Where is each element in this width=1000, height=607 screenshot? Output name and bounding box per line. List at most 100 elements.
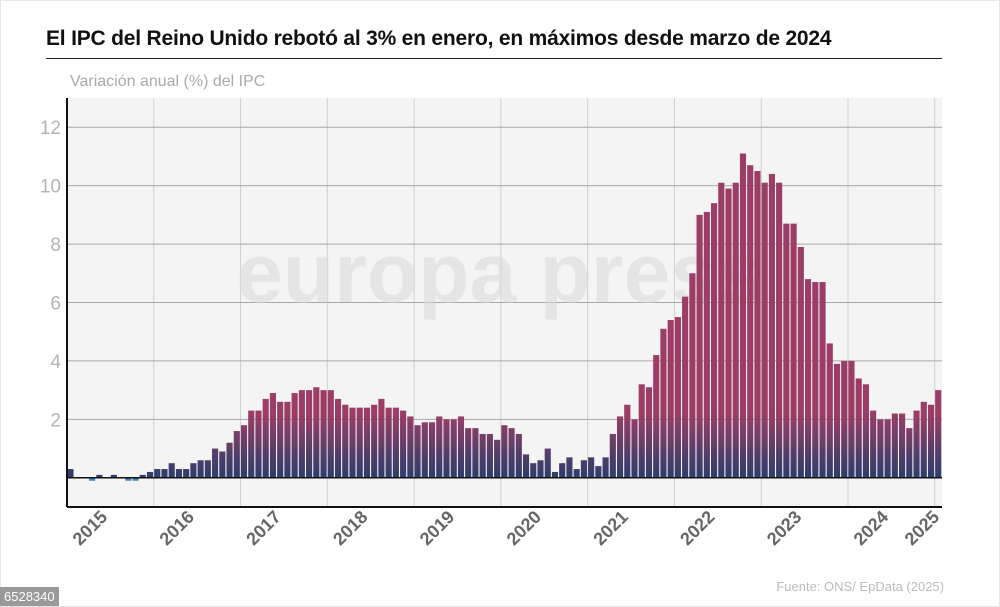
bar (913, 410, 920, 478)
bar (833, 363, 841, 478)
bar (696, 214, 703, 478)
bar (132, 477, 139, 481)
source-note: Fuente: ONS/ EpData (2025) (776, 579, 944, 594)
bar (320, 390, 327, 478)
x-tick-label: 2022 (676, 507, 718, 549)
bar (233, 431, 240, 478)
bar (494, 439, 501, 478)
bar (616, 416, 624, 478)
y-tick-label: 8 (50, 235, 61, 256)
bar (146, 471, 154, 478)
title-divider (46, 58, 942, 59)
bar (219, 451, 226, 478)
bar (848, 360, 855, 478)
y-tick-label: 4 (50, 352, 61, 373)
bar (110, 474, 117, 478)
bar (515, 433, 522, 478)
bar (378, 398, 385, 478)
bar (588, 457, 595, 478)
bar (183, 469, 190, 478)
bar (797, 246, 804, 478)
bar (313, 387, 320, 478)
bar (841, 360, 848, 478)
bar (363, 407, 371, 478)
x-tick-label: 2016 (156, 507, 198, 549)
bar (631, 419, 638, 478)
bar (450, 419, 457, 478)
y-tick-label: 10 (40, 177, 61, 198)
bar (573, 469, 580, 478)
x-tick-label: 2020 (503, 507, 545, 549)
bar (349, 407, 356, 478)
bar (710, 203, 718, 478)
bar (262, 398, 269, 478)
chart-subtitle: Variación anual (%) del IPC (70, 73, 266, 90)
bar (732, 182, 739, 478)
bar (739, 153, 747, 478)
bar (508, 428, 515, 478)
bar (559, 463, 566, 478)
bar (566, 457, 573, 478)
bar (667, 320, 674, 478)
bar (457, 416, 465, 478)
bar (790, 223, 797, 478)
bar (819, 282, 826, 478)
bar (530, 463, 537, 478)
bar (747, 165, 754, 478)
bar (385, 407, 392, 478)
watermark-logo: europa press (236, 226, 764, 320)
bar (465, 428, 472, 478)
x-tick-label: 2017 (242, 507, 284, 549)
bar (602, 457, 609, 478)
bar (334, 398, 342, 478)
bar (291, 393, 298, 478)
x-tick-label: 2015 (69, 507, 111, 549)
bar (89, 477, 96, 481)
chart-title: El IPC del Reino Unido rebotó al 3% en e… (46, 27, 832, 50)
bar (624, 404, 631, 478)
bar (877, 419, 884, 478)
bar (682, 296, 689, 478)
bar (168, 463, 175, 478)
bar (544, 448, 551, 478)
bar (327, 390, 334, 478)
bar (935, 390, 942, 478)
bar (400, 410, 407, 478)
x-tick-label: 2018 (329, 507, 371, 549)
bar (920, 401, 927, 478)
bar (486, 433, 493, 478)
bar (689, 273, 696, 478)
bar (870, 410, 877, 478)
bar (501, 425, 508, 478)
bar (754, 171, 761, 478)
x-tick-label: 2021 (589, 507, 631, 549)
bar (472, 428, 479, 478)
bar (255, 410, 262, 478)
bar (812, 282, 819, 478)
bar (522, 454, 530, 478)
bar (175, 469, 183, 478)
bar (212, 448, 219, 478)
bar (479, 433, 486, 478)
bar (674, 317, 681, 478)
bar (653, 355, 660, 478)
y-tick-label: 2 (50, 410, 61, 431)
bar (298, 390, 305, 478)
bar (226, 442, 233, 478)
bar (421, 422, 428, 478)
bar (67, 469, 74, 478)
bar (269, 393, 277, 478)
bar (906, 428, 913, 478)
bar (240, 425, 248, 478)
bar (725, 188, 732, 478)
bar (443, 419, 450, 478)
bar (392, 407, 399, 478)
y-tick-label: 12 (40, 118, 61, 139)
bar (826, 343, 833, 478)
x-tick-label: 2025 (901, 507, 943, 549)
bar (139, 474, 146, 478)
bar (645, 387, 653, 478)
bar (537, 460, 544, 478)
bar (899, 413, 906, 478)
